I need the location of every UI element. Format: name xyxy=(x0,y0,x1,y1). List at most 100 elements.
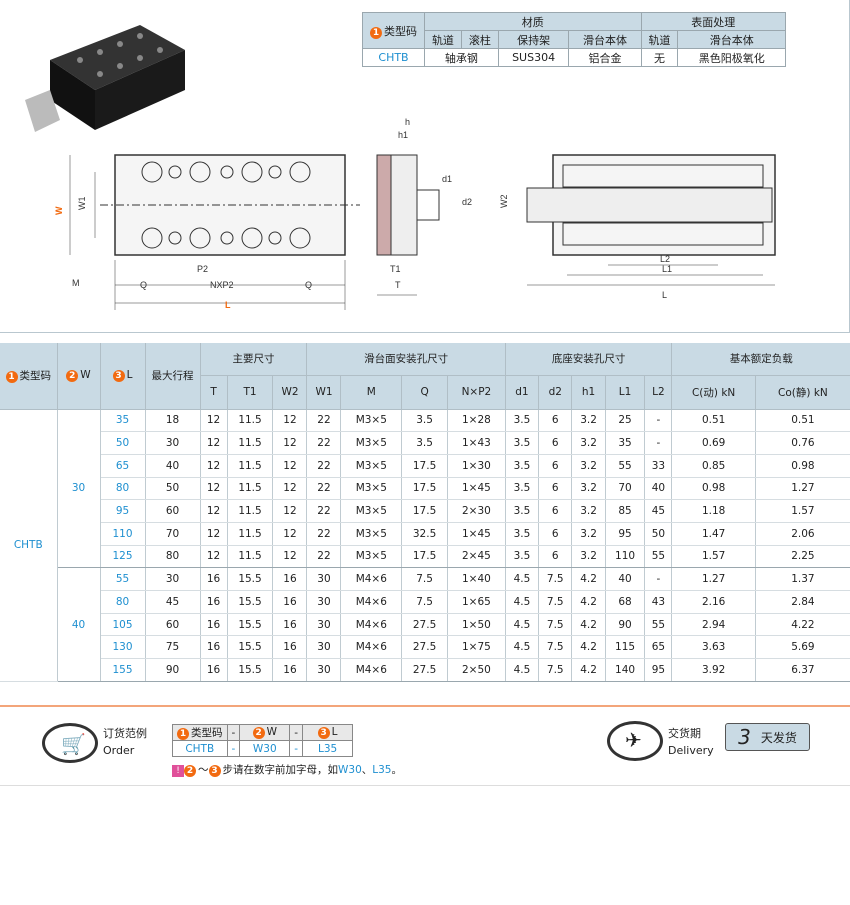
table-cell: 4.5 xyxy=(505,658,540,682)
table-cell: 3.2 xyxy=(571,522,606,546)
subheader: L2 xyxy=(644,375,673,410)
table-cell: 4.2 xyxy=(571,567,606,591)
table-cell: 17.5 xyxy=(401,454,449,478)
type-value: CHTB xyxy=(362,48,425,67)
table-cell: 4.2 xyxy=(571,590,606,614)
table-cell: 12 xyxy=(272,477,308,501)
svg-text:Q: Q xyxy=(140,280,147,290)
table-cell: 55 xyxy=(644,545,673,569)
subheader: T xyxy=(200,375,228,410)
dash: - xyxy=(226,740,241,757)
note-text: 步请在数字前加字母，如 xyxy=(222,764,339,776)
header-l: L xyxy=(126,369,133,382)
table-cell: 7.5 xyxy=(538,613,573,637)
svg-text:h: h xyxy=(405,117,410,127)
table-cell: 12 xyxy=(272,409,308,433)
delivery-title-en: Delivery xyxy=(668,744,714,757)
table-cell: 12 xyxy=(272,431,308,455)
table-cell: 22 xyxy=(306,477,342,501)
table-cell: 70 xyxy=(605,477,646,501)
table-cell: 3.2 xyxy=(571,454,606,478)
table-cell: 6 xyxy=(538,409,573,433)
table-cell: 4.5 xyxy=(505,635,540,660)
mounting-hole xyxy=(289,227,311,249)
table-cell: 75 xyxy=(145,635,201,660)
table-cell: 45 xyxy=(644,499,673,523)
table-cell: 2.94 xyxy=(671,613,756,637)
table-cell: 7.5 xyxy=(538,635,573,660)
table-cell: 12 xyxy=(200,409,228,433)
subheader: T1 xyxy=(227,375,274,410)
table-cell: 7.5 xyxy=(538,590,573,614)
table-cell: M3×5 xyxy=(340,545,403,569)
table-cell: 2.06 xyxy=(755,522,850,546)
type-cell: CHTB xyxy=(0,409,58,682)
table-cell: 12 xyxy=(272,522,308,546)
cart-icon: 🛒 xyxy=(42,723,98,763)
table-cell: 6 xyxy=(538,477,573,501)
table-cell: 1×45 xyxy=(447,477,506,501)
table-cell: 1.18 xyxy=(671,499,756,523)
subheader: d1 xyxy=(505,375,540,410)
type-header: 类型码 xyxy=(384,24,417,38)
mounting-hole xyxy=(268,165,282,179)
delivery-badge: 3 天发货 xyxy=(725,723,810,751)
svg-text:P2: P2 xyxy=(197,264,208,274)
table-cell: 16 xyxy=(200,567,228,591)
table-cell: 4.2 xyxy=(571,613,606,637)
mounting-hole xyxy=(168,165,182,179)
table-cell: 40 xyxy=(605,567,646,591)
table-cell: 80 xyxy=(145,545,201,569)
subheader: N×P2 xyxy=(447,375,506,410)
table-cell: 40 xyxy=(644,477,673,501)
col-roller: 滚柱 xyxy=(460,30,499,49)
mounting-hole xyxy=(189,161,211,183)
order-v-type: CHTB xyxy=(172,740,228,757)
table-cell: 7.5 xyxy=(538,658,573,682)
table-cell: 16 xyxy=(272,567,308,591)
table-cell: 90 xyxy=(145,658,201,682)
table-cell: 16 xyxy=(200,613,228,637)
table-cell: 0.51 xyxy=(671,409,756,433)
table-cell: 30 xyxy=(145,431,201,455)
svg-text:M: M xyxy=(72,278,80,288)
mounting-hole xyxy=(220,231,234,245)
table-cell: 32.5 xyxy=(401,522,449,546)
svg-text:L1: L1 xyxy=(662,264,672,274)
table-cell: 110 xyxy=(100,522,146,546)
table-cell: 3.5 xyxy=(401,409,449,433)
mounting-hole xyxy=(189,227,211,249)
table-cell: 1.57 xyxy=(755,499,850,523)
order-h-l: L xyxy=(331,726,338,738)
header-slide-holes: 滑台面安装孔尺寸 xyxy=(306,343,506,376)
table-cell: 12 xyxy=(200,499,228,523)
body-surface: 黑色阳极氧化 xyxy=(677,48,786,67)
table-cell: 35 xyxy=(605,431,646,455)
header-load: 基本额定负载 xyxy=(671,343,850,376)
material-header: 材质 xyxy=(424,12,642,31)
table-cell: 1.37 xyxy=(755,567,850,591)
table-cell: M4×6 xyxy=(340,613,403,637)
table-cell: 25 xyxy=(605,409,646,433)
table-row: 40 55 30 16 15.5 16 30 M4×6 7.5 1×40 4.5 7.5 4.2 40-1… xyxy=(0,567,850,682)
rail-roller-material: 轴承钢 xyxy=(424,48,499,67)
table-cell: 7.5 xyxy=(401,567,449,591)
table-cell: 12 xyxy=(272,545,308,569)
table-cell: 45 xyxy=(145,590,201,614)
table-cell: 22 xyxy=(306,499,342,523)
order-h-w: W xyxy=(266,726,277,738)
subheader: L1 xyxy=(605,375,646,410)
table-cell: 3.5 xyxy=(401,431,449,455)
table-cell: - xyxy=(644,431,673,455)
table-cell: 115 xyxy=(605,635,646,660)
table-cell: 17.5 xyxy=(401,499,449,523)
svg-text:T: T xyxy=(395,280,401,290)
table-cell: 1.57 xyxy=(671,545,756,569)
svg-text:d1: d1 xyxy=(442,174,452,184)
table-cell: 15.5 xyxy=(227,590,274,614)
table-cell: 1×50 xyxy=(447,613,506,637)
table-cell: 3.63 xyxy=(671,635,756,660)
svg-text:L2: L2 xyxy=(660,254,670,264)
table-cell: 22 xyxy=(306,545,342,569)
